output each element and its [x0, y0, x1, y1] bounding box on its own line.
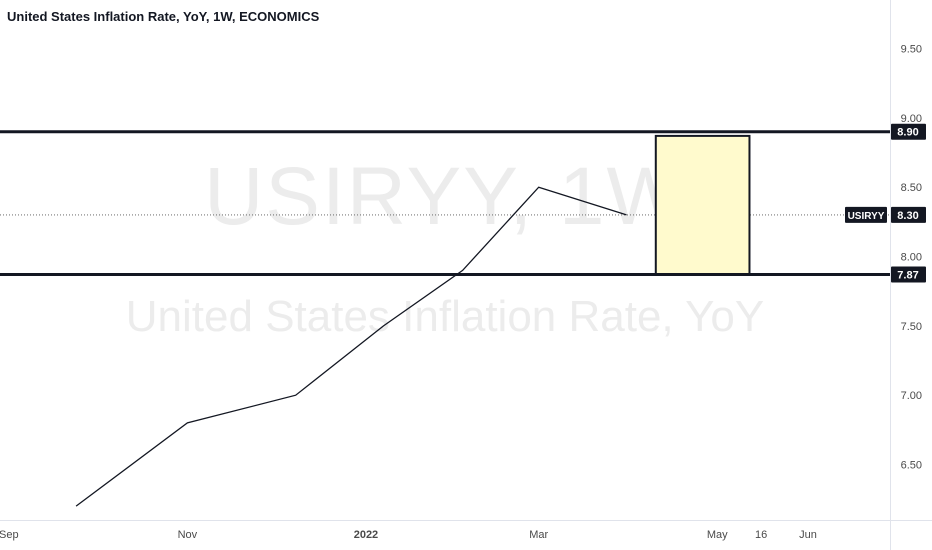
x-tick-label: Jun — [799, 529, 817, 541]
watermark-name: United States Inflation Rate, YoY — [125, 292, 765, 341]
level-label-box — [891, 123, 926, 140]
level-label: 7.87 — [897, 270, 918, 282]
level-label-box — [891, 266, 926, 283]
symbol-label: USIRYY — [848, 211, 885, 222]
last-value-label-box — [891, 206, 926, 223]
y-tick-label: 7.50 — [901, 321, 922, 333]
watermark-symbol: USIRYY, 1W — [204, 151, 686, 242]
x-tick-label: Sep — [0, 529, 19, 541]
y-tick-label: 9.00 — [901, 113, 922, 125]
series-line[interactable] — [75, 186, 627, 507]
x-tick-label: May — [707, 529, 728, 541]
y-tick-label: 8.00 — [901, 252, 922, 264]
y-tick-label: 7.00 — [901, 390, 922, 402]
x-tick-label: Nov — [178, 529, 198, 541]
y-tick-label: 6.50 — [901, 460, 922, 472]
highlight-rectangle[interactable] — [654, 134, 751, 276]
chart-title: United States Inflation Rate, YoY, 1W, E… — [7, 9, 320, 24]
y-tick-label: 9.50 — [901, 44, 922, 56]
level-label: 8.90 — [897, 127, 918, 139]
x-tick-label: 2022 — [354, 529, 378, 541]
y-tick-label: 8.50 — [901, 182, 922, 194]
x-tick-label: Mar — [529, 529, 548, 541]
symbol-label-box — [845, 206, 887, 223]
last-value-label: 8.30 — [897, 210, 918, 222]
x-tick-label: 16 — [755, 529, 767, 541]
